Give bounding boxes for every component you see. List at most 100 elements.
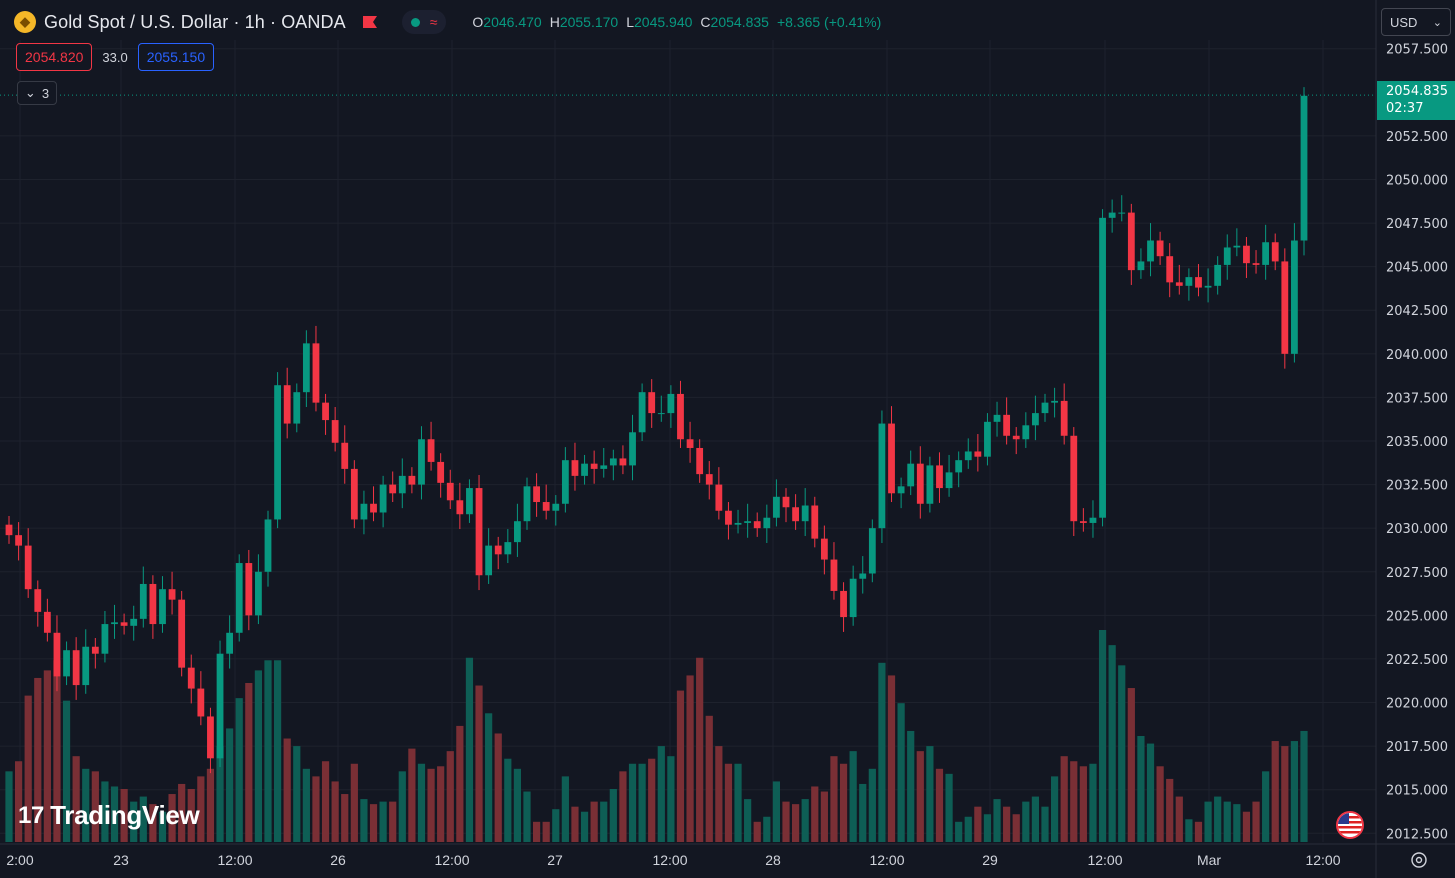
y-tick-label: 2022.500 — [1386, 653, 1448, 668]
x-tick-label: 23 — [113, 852, 129, 868]
candle-body — [955, 460, 963, 473]
volume-bar — [341, 794, 349, 842]
candle-body — [312, 343, 320, 403]
volume-bar — [1271, 741, 1279, 842]
candle-body — [811, 505, 819, 539]
volume-bar — [609, 789, 617, 842]
y-tick-label: 2040.000 — [1386, 348, 1448, 363]
volume-bar — [772, 781, 781, 842]
candle-body — [398, 475, 406, 494]
candle-body — [427, 439, 435, 462]
candle-body — [638, 392, 646, 433]
candle-body — [1223, 247, 1231, 265]
candle-body — [849, 578, 857, 618]
candle-body — [1252, 263, 1260, 265]
tradingview-icon: 17 — [18, 801, 45, 829]
volume-bar — [427, 768, 435, 842]
candle-body — [533, 486, 540, 503]
market-status-pill[interactable]: ≈ — [401, 10, 447, 34]
volume-bar — [571, 806, 579, 842]
candle-body — [475, 488, 483, 576]
candle-body — [1175, 282, 1183, 286]
volume-bar — [360, 799, 368, 842]
candle-body — [1291, 240, 1298, 354]
indicators-collapse-button[interactable]: ⌄ 3 — [17, 81, 57, 105]
chart-settings-icon[interactable] — [1407, 848, 1431, 872]
volume-bar — [110, 786, 119, 842]
us-flag-icon[interactable] — [1336, 811, 1364, 839]
candle-body — [1041, 402, 1049, 414]
candle-body — [1089, 517, 1097, 523]
candle-body — [629, 432, 636, 466]
volume-bar — [523, 791, 531, 842]
x-tick-label: 12:00 — [652, 852, 687, 868]
candle-body — [859, 573, 867, 579]
volume-bar — [34, 677, 42, 842]
candle-body — [619, 458, 627, 466]
candle-body — [216, 653, 224, 759]
volume-bar — [561, 776, 569, 842]
volume-bar — [1204, 801, 1212, 842]
y-tick-label: 2027.500 — [1386, 566, 1448, 581]
candle-body — [686, 439, 694, 448]
candle-body — [878, 423, 886, 529]
volume-bar — [657, 746, 665, 842]
volume-bar — [878, 662, 886, 842]
candle-body — [1070, 435, 1078, 522]
currency-select[interactable]: USD ⌄ — [1381, 8, 1451, 36]
candle-body — [187, 667, 195, 689]
volume-bar — [130, 801, 138, 842]
x-tick-label: 28 — [765, 852, 781, 868]
candle-body — [993, 414, 1001, 422]
candle-body — [53, 632, 61, 677]
candle-body — [753, 521, 761, 529]
volume-bar — [715, 746, 723, 842]
volume-bar — [887, 675, 896, 842]
candle-body — [763, 517, 771, 529]
flag-icon[interactable] — [362, 15, 378, 29]
candle-body — [590, 463, 598, 469]
data-delay-icon: ≈ — [429, 14, 438, 30]
candle-body — [868, 528, 876, 574]
volume-bar — [91, 771, 99, 842]
volume-bar — [1281, 746, 1289, 842]
last-price-value: 2054.835 — [1386, 84, 1449, 99]
x-tick-label: 12:00 — [217, 852, 252, 868]
candle-body — [91, 646, 99, 654]
candle-body — [1300, 95, 1308, 241]
volume-bar — [1012, 814, 1020, 842]
candle-body — [1262, 242, 1270, 265]
candle-body — [139, 583, 147, 619]
candle-body — [609, 458, 617, 466]
volume-bar — [1022, 801, 1030, 842]
sell-price-button[interactable]: 2054.820 — [16, 43, 93, 71]
y-tick-label: 2032.500 — [1386, 479, 1448, 494]
volume-bar — [1070, 761, 1078, 842]
spread-value: 33.0 — [102, 49, 128, 65]
candle-body — [1012, 435, 1020, 440]
candle-body — [379, 484, 387, 513]
volume-bar — [417, 763, 426, 842]
buy-price-button[interactable]: 2055.150 — [137, 43, 215, 71]
tradingview-logo[interactable]: 17 TradingView — [18, 800, 200, 830]
volume-bar — [753, 821, 761, 842]
candle-body — [552, 503, 560, 511]
volume-bar — [168, 794, 176, 842]
volume-bar — [1127, 688, 1135, 842]
candle-body — [283, 385, 291, 424]
y-tick-label: 2035.000 — [1386, 435, 1448, 450]
symbol-title[interactable]: Gold Spot / U.S. Dollar · 1h · OANDA — [44, 11, 346, 32]
chevron-down-icon: ⌄ — [24, 85, 36, 100]
volume-bar — [158, 811, 167, 842]
volume-bar — [791, 804, 800, 842]
volume-bar — [504, 758, 512, 842]
y-tick-label: 2050.000 — [1386, 173, 1448, 188]
gold-symbol-icon[interactable]: ◆ — [14, 11, 36, 33]
y-tick-label: 2052.500 — [1386, 130, 1448, 145]
candle-body — [964, 451, 972, 461]
y-tick-label: 2025.000 — [1386, 609, 1448, 624]
volume-bar — [926, 746, 934, 842]
candle-body — [571, 460, 579, 476]
candle-body — [466, 488, 473, 515]
